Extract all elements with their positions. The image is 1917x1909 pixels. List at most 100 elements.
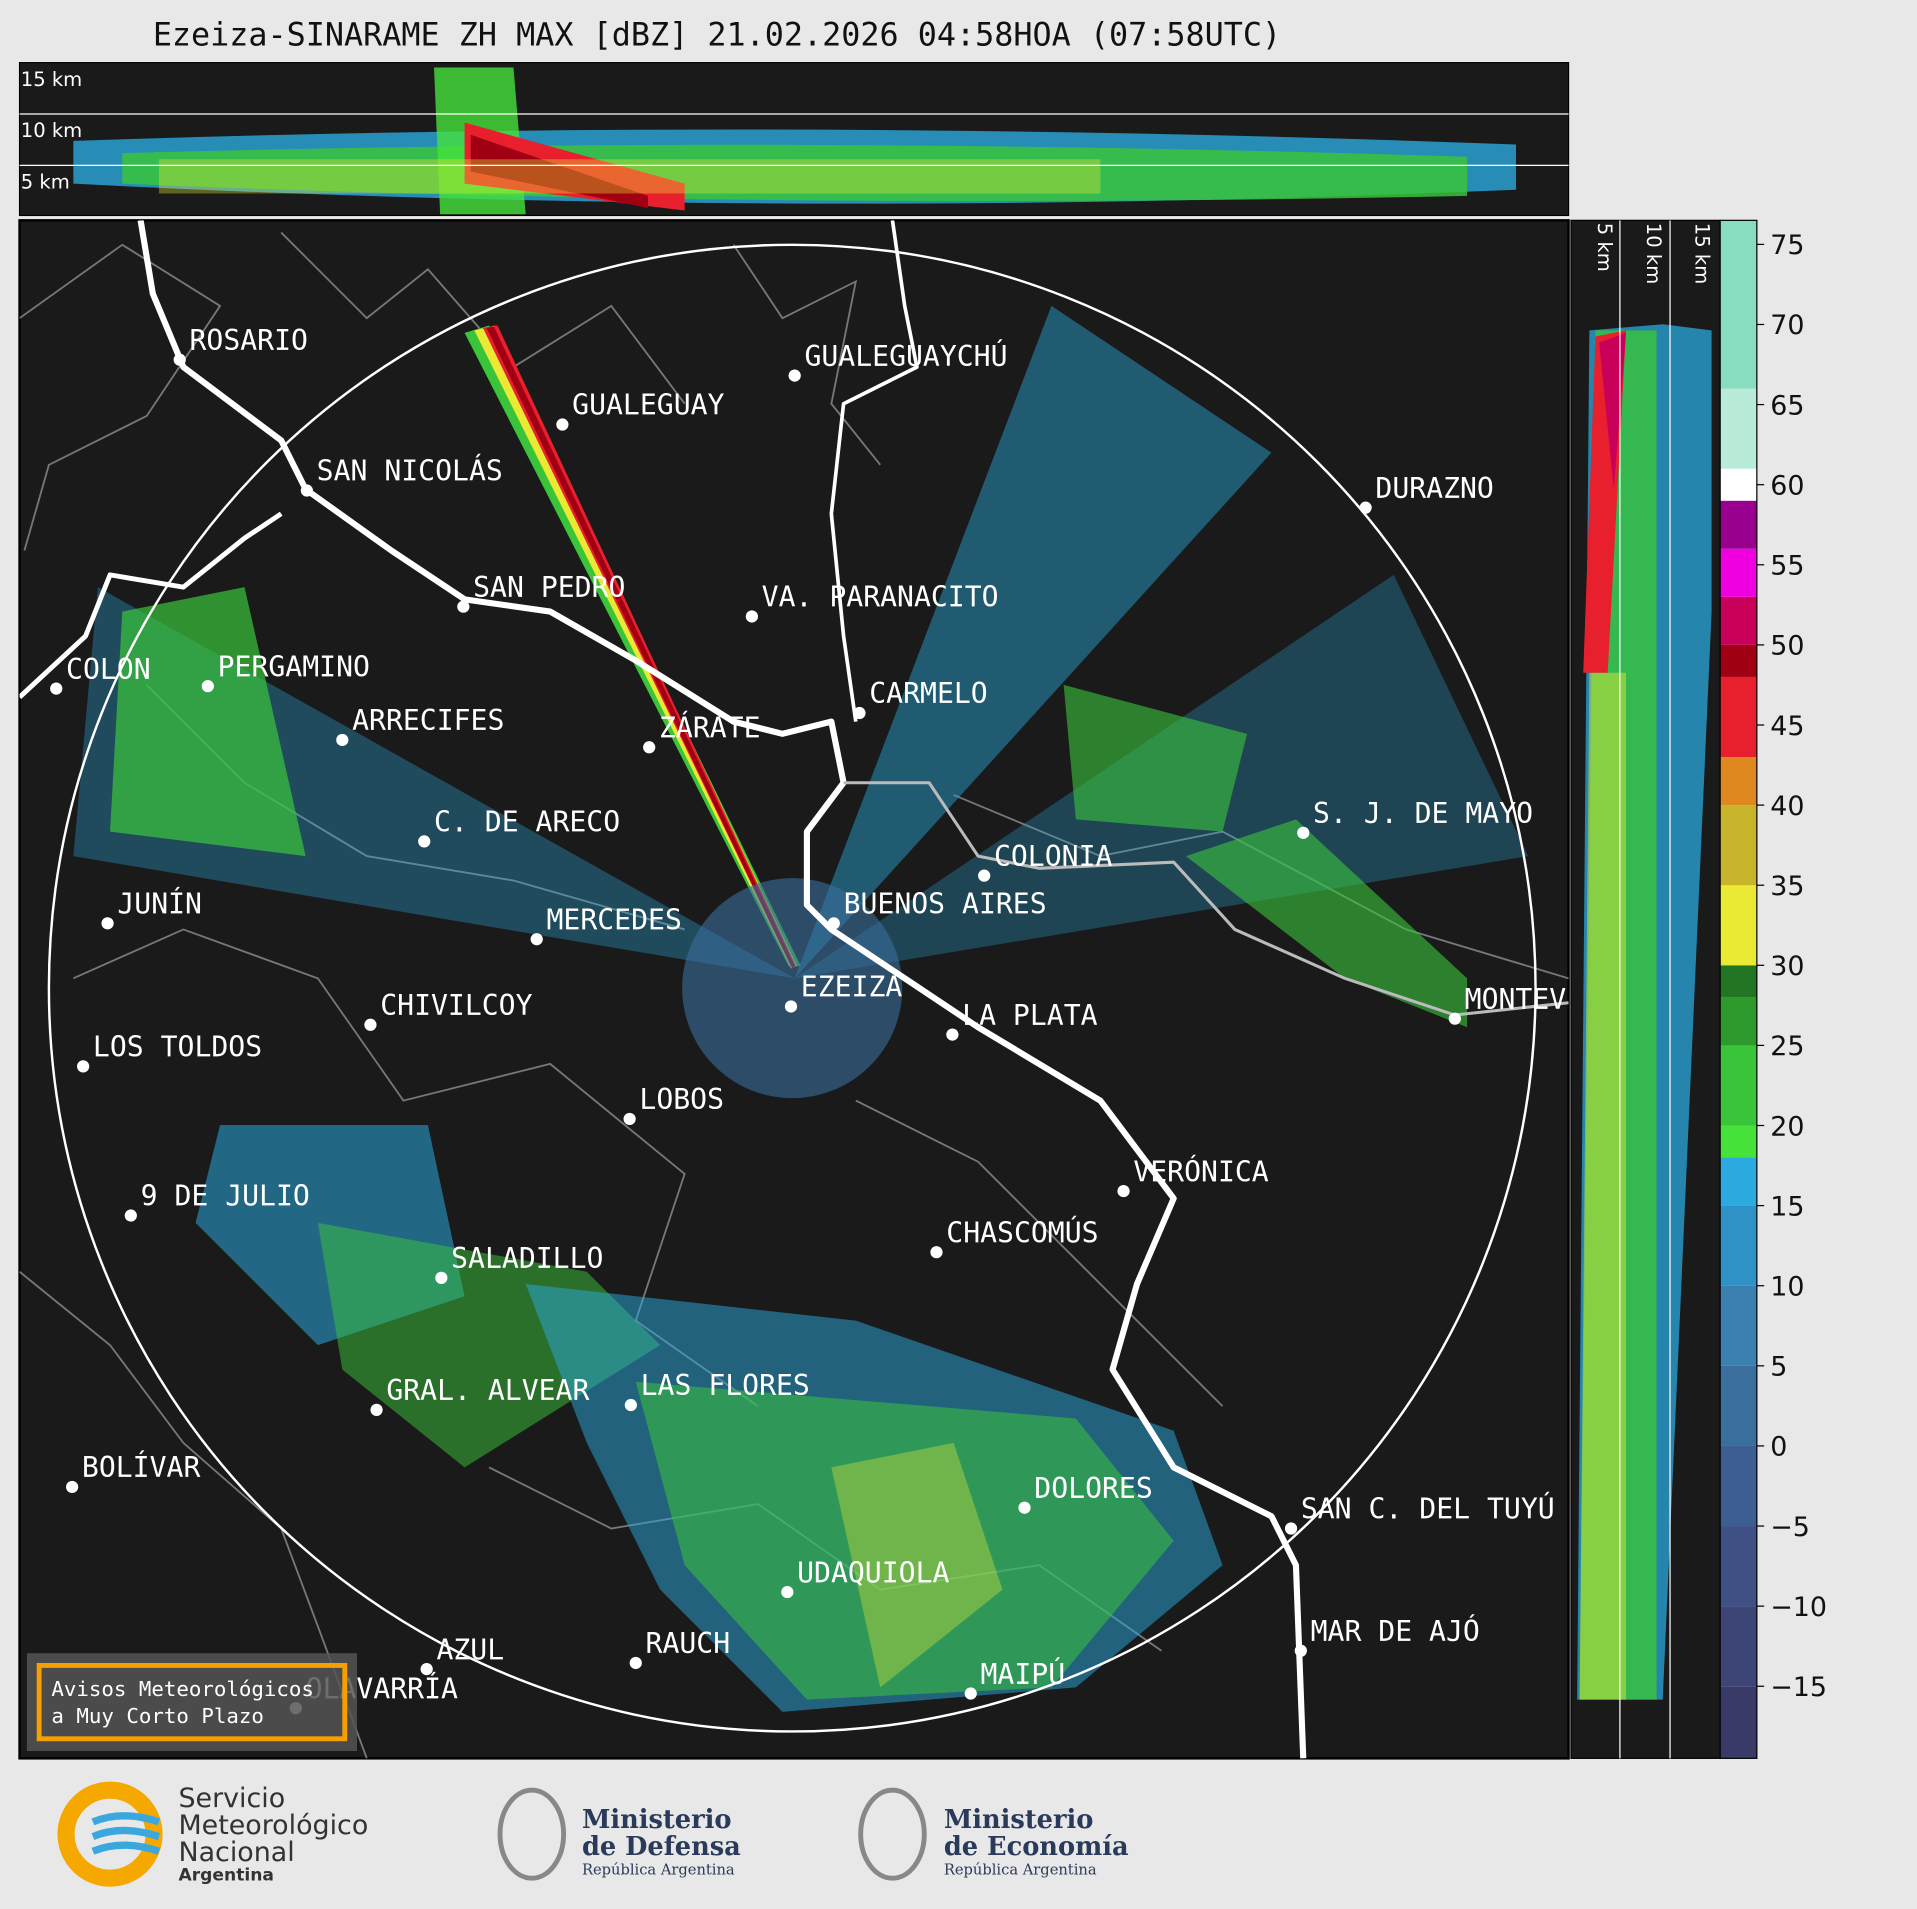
logo-text: Ministerio: [582, 1805, 732, 1835]
colorbar-band: [1720, 644, 1757, 677]
colorbar-band: [1720, 1285, 1757, 1366]
colorbar-band: [1720, 1125, 1757, 1158]
colorbar-band: [1720, 757, 1757, 806]
city-label: JUNÍN: [117, 887, 202, 921]
colorbar-band: [1720, 596, 1757, 645]
city-label: MAR DE AJÓ: [1311, 1614, 1480, 1648]
colorbar-tick-label: 5: [1770, 1352, 1787, 1383]
city-dot: [124, 1209, 137, 1222]
city-dot: [101, 917, 114, 930]
city-dot: [1294, 1644, 1307, 1657]
colorbar-tick-label: 65: [1770, 390, 1804, 421]
colorbar-band: [1720, 500, 1757, 549]
city-label: VA. PARANACITO: [762, 581, 999, 614]
warning-text: a Muy Corto Plazo: [51, 1704, 264, 1728]
city-dot: [1284, 1522, 1298, 1535]
height-label: 10 km: [21, 119, 82, 142]
city-dot: [784, 1000, 798, 1013]
colorbar-tick-label: 60: [1770, 470, 1804, 501]
colorbar-tick-label: −15: [1770, 1672, 1827, 1703]
top-echoes: [73, 67, 1516, 215]
city-label: SAN NICOLÁS: [317, 454, 503, 488]
city-label: S. J. DE MAYO: [1313, 797, 1533, 830]
colorbar-tick-label: 50: [1770, 631, 1804, 662]
colorbar-band: [1720, 1445, 1757, 1527]
logo-smn: Servicio Meteorológico Nacional Argentin…: [57, 1781, 368, 1887]
colorbar-tick-label: 15: [1770, 1191, 1804, 1222]
colorbar-tick-label: 75: [1770, 230, 1804, 261]
logo-text: República Argentina: [944, 1861, 1097, 1878]
colorbar-tick-label: −5: [1770, 1512, 1810, 1543]
coastline: [19, 220, 1569, 1759]
colorbar-tick-label: 10: [1770, 1272, 1804, 1303]
city-label: SALADILLO: [451, 1242, 603, 1275]
city-dot: [201, 680, 214, 693]
city-label: COLON: [66, 653, 151, 686]
colorbar-tick-label: 40: [1770, 791, 1804, 822]
colorbar-tick-label: 25: [1770, 1031, 1804, 1062]
title: Ezeiza-SINARAME ZH MAX [dBZ] 21.02.2026 …: [153, 18, 1281, 54]
colorbar-tick-label: 35: [1770, 871, 1804, 902]
city-label: LAS FLORES: [641, 1369, 810, 1402]
logo-defensa: Ministerio de Defensa República Argentin…: [497, 1787, 741, 1881]
city-dot: [745, 610, 758, 623]
city-label: UDAQUIOLA: [797, 1556, 949, 1589]
city-label: DURAZNO: [1375, 472, 1493, 505]
colorbar-tick-label: −10: [1770, 1592, 1827, 1623]
city-label: ARRECIFES: [352, 704, 504, 737]
height-label: 5 km: [1593, 223, 1616, 272]
colorbar-band: [1720, 676, 1757, 758]
colorbar-tick-label: 0: [1770, 1432, 1787, 1463]
colorbar-band: [1720, 1205, 1757, 1286]
colorbar-band: [1720, 1606, 1757, 1687]
city-label: C. DE ARECO: [434, 806, 620, 839]
city-dot: [624, 1398, 637, 1412]
city-dot: [50, 682, 63, 695]
colorbar-band: [1720, 1045, 1757, 1126]
city-label: BUENOS AIRES: [844, 888, 1047, 921]
city-label: EZEIZA: [801, 971, 903, 1004]
colorbar-band: [1720, 548, 1757, 597]
city-dot: [556, 418, 569, 431]
city-label: LA PLATA: [962, 999, 1097, 1032]
logo-text: de Economía: [944, 1832, 1129, 1862]
colorbar-tick-label: 45: [1770, 711, 1804, 742]
city-label: BOLÍVAR: [82, 1450, 201, 1484]
warning-box[interactable]: [36, 1662, 348, 1742]
city-label: PERGAMINO: [218, 650, 370, 683]
city-dot: [336, 733, 349, 747]
range-ring: [47, 243, 1537, 1733]
logo-text: Argentina: [178, 1866, 273, 1886]
city-dot: [300, 484, 313, 497]
logo-text: Meteorológico: [178, 1810, 368, 1841]
map-content: ROSARIO GUALEGUAYCHÚ GUALEGUAY SAN NICOLÁS D…: [19, 220, 1634, 1759]
city-label: AZUL: [436, 1633, 504, 1666]
city-dot: [66, 1480, 79, 1494]
colorbar-tick-label: 55: [1770, 551, 1804, 582]
city-dot: [781, 1585, 794, 1599]
city-dot: [173, 353, 186, 366]
city-dot: [457, 600, 470, 613]
colorbar-band: [1720, 388, 1757, 469]
city-dot: [853, 706, 866, 720]
city-dot: [1448, 1012, 1461, 1025]
city-dot: [435, 1271, 448, 1284]
colorbar-band: [1720, 1365, 1757, 1446]
city-dot: [643, 741, 656, 754]
city-dot: [623, 1112, 636, 1126]
city-dot: [629, 1656, 642, 1670]
logo-text: República Argentina: [582, 1861, 735, 1878]
logo-text: Nacional: [178, 1837, 294, 1868]
colorbar-frame: [1719, 219, 1758, 1759]
city-label: SAN PEDRO: [473, 571, 625, 604]
colorbar-band: [1720, 1686, 1757, 1759]
city-label: MONTEVIDEO: [1465, 983, 1634, 1016]
colorbar-band: [1720, 965, 1757, 998]
city-label: ZÁRATE: [659, 710, 761, 744]
colorbar-tick-label: 70: [1770, 310, 1804, 341]
city-dot: [930, 1246, 943, 1259]
city-dot: [964, 1687, 977, 1700]
city-label: GUALEGUAYCHÚ: [804, 339, 1007, 373]
